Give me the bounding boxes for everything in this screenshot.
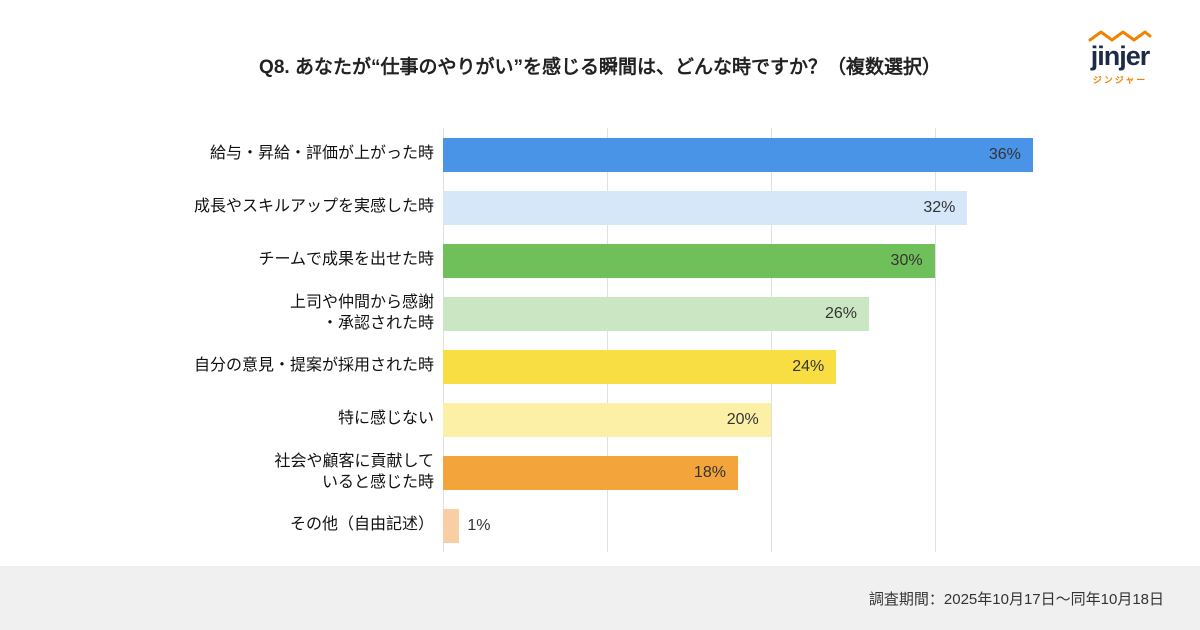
bar: 32%: [443, 190, 968, 225]
chart-row: 自分の意見・提案が採用された時 24%: [36, 340, 1164, 393]
chart-row: 上司や仲間から感謝 ・承認された時 26%: [36, 287, 1164, 340]
gridlines: [443, 128, 1164, 552]
category-label: 成長やスキルアップを実感した時: [193, 198, 434, 216]
logo-text: jinjer: [1090, 41, 1151, 71]
chart-row: 社会や顧客に貢献して いると感じた時 18%: [36, 446, 1164, 499]
jinjer-logo: jinjer ジンジャー: [1072, 30, 1168, 86]
bar: 24%: [443, 349, 837, 384]
bar-area: 36%: [443, 128, 1164, 181]
plot-area: 給与・昇給・評価が上がった時 36% 成長やスキルアップを実感した時 32% チームで成…: [36, 128, 1164, 552]
bar-chart: 給与・昇給・評価が上がった時 36% 成長やスキルアップを実感した時 32% チームで成…: [36, 128, 1164, 552]
bar-area: 24%: [443, 340, 1164, 393]
bar-area: 20%: [443, 393, 1164, 446]
value-label: 30%: [890, 251, 923, 269]
chart-row: チームで成果を出せた時 30%: [36, 234, 1164, 287]
value-label: 1%: [467, 516, 491, 534]
category-label: 特に感じない: [337, 410, 434, 428]
category-label: チームで成果を出せた時: [258, 251, 434, 269]
bar: [443, 508, 460, 543]
page-title: Q8. あなたが“仕事のやりがい”を感じる瞬間は、どんな時ですか？（複数選択）: [259, 57, 941, 78]
bar: 26%: [443, 296, 870, 331]
bar-area: 1%: [443, 499, 1164, 552]
bar-area: 18%: [443, 446, 1164, 499]
gridline: [770, 128, 772, 552]
bar-area: 30%: [443, 234, 1164, 287]
bar: 36%: [443, 137, 1033, 172]
category-label: その他（自由記述）: [289, 516, 434, 534]
logo-roof-icon: [1088, 30, 1152, 42]
gridline: [606, 128, 608, 552]
chart-row: 成長やスキルアップを実感した時 32%: [36, 181, 1164, 234]
bar-area: 26%: [443, 287, 1164, 340]
bar: 20%: [443, 402, 771, 437]
value-label: 24%: [792, 357, 825, 375]
bar: 18%: [443, 455, 738, 490]
chart-row: その他（自由記述） 1%: [36, 499, 1164, 552]
value-label: 26%: [825, 304, 858, 322]
category-label: 上司や仲間から感謝 ・承認された時: [289, 293, 434, 332]
category-label: 社会や顧客に貢献して いると感じた時: [274, 452, 434, 491]
bar: 30%: [443, 243, 935, 278]
value-label: 32%: [923, 198, 956, 216]
chart-row: 給与・昇給・評価が上がった時 36%: [36, 128, 1164, 181]
survey-period-text: 調査期間：2025年10月17日〜同年10月18日: [868, 590, 1164, 608]
category-label: 給与・昇給・評価が上がった時: [209, 145, 434, 163]
chart-rows: 給与・昇給・評価が上がった時 36% 成長やスキルアップを実感した時 32% チームで成…: [36, 128, 1164, 552]
gridline: [443, 128, 444, 552]
footer: 調査期間：2025年10月17日〜同年10月18日: [0, 566, 1200, 630]
value-label: 36%: [988, 145, 1021, 163]
logo-subtext: ジンジャー: [1092, 75, 1148, 85]
gridline: [934, 128, 936, 552]
category-label: 自分の意見・提案が採用された時: [193, 357, 434, 375]
chart-row: 特に感じない 20%: [36, 393, 1164, 446]
value-label: 20%: [726, 410, 759, 428]
bar-area: 32%: [443, 181, 1164, 234]
value-label: 18%: [693, 463, 726, 481]
